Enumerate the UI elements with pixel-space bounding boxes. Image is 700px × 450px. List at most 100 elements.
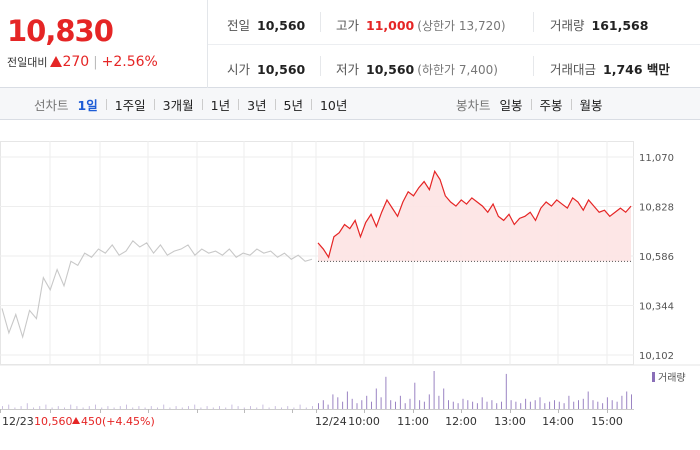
volume-bar-today [597, 401, 599, 409]
trading-value: 1,746 백만 [603, 62, 670, 77]
y-tick-label: 11,070 [639, 153, 674, 164]
volume-bar-prev [175, 406, 177, 409]
volume-bar-today [385, 376, 387, 409]
volume-bar-today [375, 388, 377, 409]
volume-bar-prev [64, 407, 65, 409]
tab-separator [310, 98, 312, 110]
tab-separator [105, 98, 107, 110]
volume-label: 거래량 [550, 18, 585, 33]
volume-bar-prev [138, 406, 140, 409]
tab-1week[interactable]: 1주일 [114, 97, 146, 113]
divider [320, 56, 321, 76]
volume-bar-today [462, 398, 464, 409]
tab-monthly-candle[interactable]: 월봉 [579, 97, 603, 113]
volume-bar-today [621, 395, 623, 409]
tab-1year[interactable]: 1년 [210, 97, 231, 113]
current-price: 10,830 [7, 14, 114, 48]
volume-bar-today [587, 391, 589, 409]
volume-bar-prev [200, 407, 202, 409]
volume-bar-today [626, 391, 628, 409]
volume-bar-today [366, 395, 368, 409]
volume-bar-prev [250, 406, 251, 409]
volume-bar-prev [70, 404, 72, 409]
quote-panel: 10,830 전일대비 270 | +2.56% 전일 10,560 고가 11,000(… [0, 0, 700, 88]
volume-bar-today [390, 400, 392, 409]
divider [533, 56, 534, 76]
volume-bar-today [356, 403, 358, 409]
change-rate: +2.56% [101, 54, 158, 70]
volume-bar-prev [8, 404, 10, 409]
quote-divider [208, 44, 700, 45]
price-chart[interactable]: 11,070 10,828 10,586 10,344 10,102 12/24 10:0… [0, 121, 700, 450]
volume-bar-prev [101, 407, 103, 409]
tab-1day[interactable]: 1일 [77, 97, 98, 113]
tab-weekly-candle[interactable]: 주봉 [539, 97, 563, 113]
volume-chart [0, 364, 700, 410]
volume-bar-today [395, 401, 396, 409]
volume-bar-prev [33, 407, 34, 409]
volume-bar-today [327, 404, 329, 409]
volume-bar-prev [45, 404, 47, 409]
y-tick-label: 10,102 [639, 351, 674, 362]
high-label: 고가 [336, 18, 360, 33]
volume-bar-today [443, 388, 445, 409]
prev-day-date: 12/23 [2, 415, 34, 428]
volume-legend-swatch [652, 372, 655, 382]
volume-bar-prev [150, 406, 152, 409]
x-tick-label: 12/24 [315, 415, 347, 428]
low-cell: 저가 10,560 (하한가 7,400) [336, 59, 498, 78]
x-tick-label: 12:00 [445, 415, 477, 428]
volume-bar-today [616, 401, 618, 409]
prev-close-value: 10,560 [257, 18, 306, 33]
volume-bar-today [457, 403, 459, 409]
volume-bar-today [423, 401, 425, 409]
prev-day-up-icon [72, 417, 80, 424]
lower-limit: (하한가 7,400) [417, 63, 498, 77]
x-axis: 12/24 10:00 11:00 12:00 13:00 14:00 15:00 [0, 409, 634, 428]
tab-separator [274, 98, 276, 110]
divider [320, 12, 321, 32]
y-tick-label: 10,344 [639, 302, 674, 313]
volume-bar-today [534, 400, 536, 409]
volume-bar-today [467, 400, 469, 409]
volume-bar-prev [88, 406, 90, 409]
trading-value-cell: 거래대금 1,746 백만 [550, 59, 670, 78]
volume-bar-today [438, 395, 440, 409]
y-axis: 11,070 10,828 10,586 10,344 10,102 [639, 153, 674, 362]
tab-3months[interactable]: 3개월 [162, 97, 194, 113]
volume-bar-today [602, 403, 604, 409]
today-area [318, 171, 631, 262]
volume-bar-today [472, 401, 474, 409]
volume-bar-today [491, 400, 493, 409]
volume-bar-prev [169, 407, 171, 409]
separator: | [93, 55, 98, 70]
volume-bar-today [515, 401, 517, 409]
volume-bar-today [525, 398, 527, 409]
volume-bar-today [631, 394, 632, 409]
volume-bar-prev [126, 404, 127, 409]
volume-bar-today [346, 391, 348, 409]
upper-limit: (상한가 13,720) [417, 19, 506, 33]
tab-separator [201, 98, 203, 110]
volume-bar-today [399, 395, 401, 409]
tab-daily-candle[interactable]: 일봉 [499, 97, 523, 113]
volume-bar-prev [268, 407, 270, 409]
x-tick-label: 14:00 [542, 415, 574, 428]
volume-bar-prev [305, 407, 307, 409]
previous-day-line [1, 240, 313, 340]
today-series [317, 169, 632, 262]
volume-bar-prev [119, 406, 121, 409]
tab-3years[interactable]: 3년 [247, 97, 267, 113]
volume-bar-prev [212, 407, 214, 409]
volume-bar-today [505, 373, 507, 409]
volume-bar-today [318, 403, 319, 409]
tab-10years[interactable]: 10년 [319, 97, 348, 113]
volume-bar-prev [206, 406, 208, 409]
x-tick-label: 15:00 [591, 415, 623, 428]
volume-bar-prev [163, 404, 165, 409]
tab-5years[interactable]: 5년 [283, 97, 303, 113]
volume-bar-today [414, 382, 416, 409]
volume-bar-today [476, 403, 478, 409]
y-tick-label: 10,586 [639, 252, 674, 263]
volume-bar-prev [107, 406, 109, 409]
